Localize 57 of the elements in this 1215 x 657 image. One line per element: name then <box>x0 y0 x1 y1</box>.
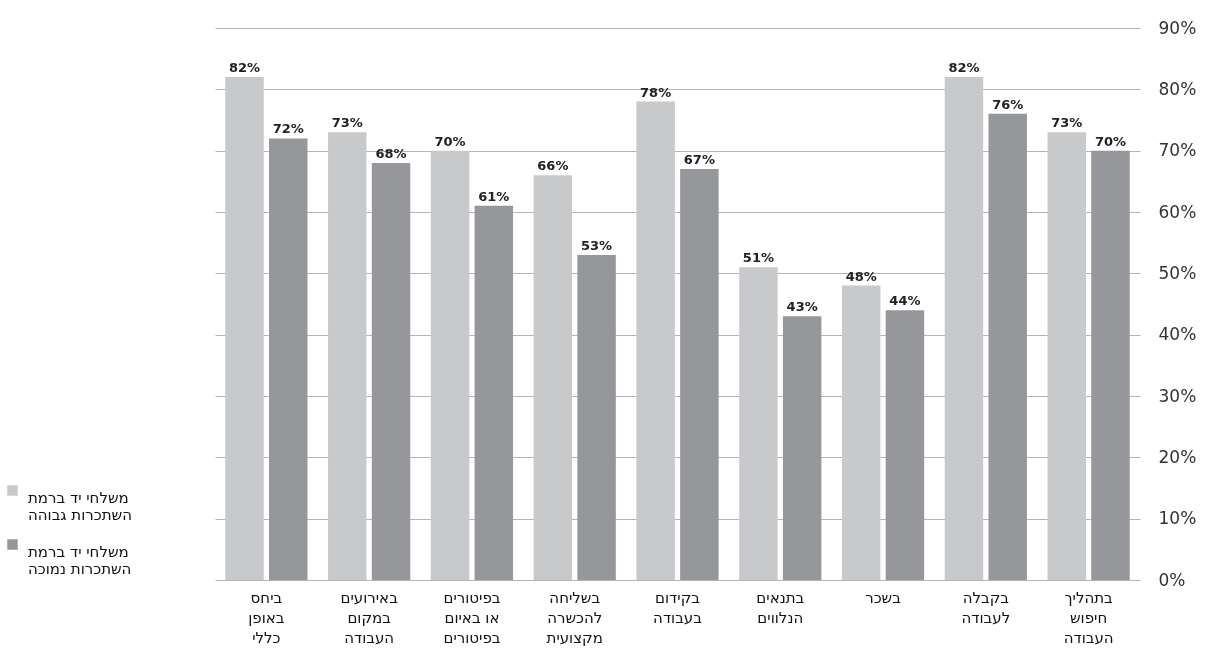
data-label: 70% <box>1094 133 1127 149</box>
bar <box>430 150 470 580</box>
bar <box>1047 132 1086 580</box>
y-tick-label: 70% <box>1158 140 1197 161</box>
data-label: 43% <box>786 299 818 315</box>
bar <box>577 254 616 580</box>
x-tick-label: בפיטורים או באיום בפיטורים <box>443 588 501 647</box>
data-label: 67% <box>683 152 715 168</box>
y-tick-label: 20% <box>1158 446 1197 467</box>
y-tick-label: 40% <box>1158 324 1197 345</box>
bar <box>988 113 1027 580</box>
y-tick-label: 60% <box>1158 201 1197 222</box>
data-label: 73% <box>1051 115 1083 131</box>
data-label: 82% <box>948 60 980 76</box>
x-tick-label: בתנאים הנלווים <box>756 588 805 627</box>
legend-label: משלחי יד ברמת השתכרות גבוהה <box>28 488 132 524</box>
bar <box>474 205 514 580</box>
bar <box>944 77 984 580</box>
x-tick-label: באירועים במקום העבודה <box>340 588 399 647</box>
bar <box>328 132 367 580</box>
legend-label: משלחי יד ברמת השתכרות נמוכה <box>28 542 132 578</box>
data-label: 61% <box>478 188 510 204</box>
bar <box>269 138 308 580</box>
y-tick-label: 90% <box>1158 17 1197 38</box>
y-tick-label: 80% <box>1158 78 1197 99</box>
y-tick-label: 30% <box>1158 385 1197 406</box>
bar <box>782 316 822 580</box>
x-tick-label: בשליחה להכשרה מקצועית <box>546 588 603 647</box>
x-tick-label: בשכר <box>865 588 902 607</box>
bar <box>841 285 881 580</box>
data-label: 66% <box>537 158 569 174</box>
bar <box>885 310 925 580</box>
data-label: 53% <box>581 237 613 253</box>
data-label: 68% <box>375 145 407 161</box>
data-label: 76% <box>992 96 1024 112</box>
data-label: 51% <box>742 250 774 266</box>
bar <box>636 101 675 580</box>
data-label: 44% <box>889 293 921 309</box>
data-label: 72% <box>272 121 304 137</box>
bar <box>680 169 719 580</box>
y-tick-label: 50% <box>1158 262 1197 283</box>
bar <box>739 267 778 580</box>
bar <box>225 77 264 580</box>
data-label: 73% <box>331 115 363 131</box>
y-tick-label: 0% <box>1158 569 1186 590</box>
bar <box>1091 150 1130 580</box>
y-tick-label: 10% <box>1158 508 1197 529</box>
data-label: 82% <box>228 60 261 76</box>
x-tick-label: בתהליך חיפוש העבודה <box>1063 588 1114 647</box>
x-tick-label: ביחס באופן כללי <box>248 588 285 647</box>
x-tick-label: בקידום בעבודה <box>653 588 703 627</box>
data-label: 78% <box>640 84 672 100</box>
bar <box>371 162 411 580</box>
data-label: 70% <box>434 133 466 149</box>
data-label: 48% <box>845 268 877 284</box>
bar <box>533 175 573 580</box>
x-tick-label: בקבלה לעבודה <box>961 588 1011 627</box>
